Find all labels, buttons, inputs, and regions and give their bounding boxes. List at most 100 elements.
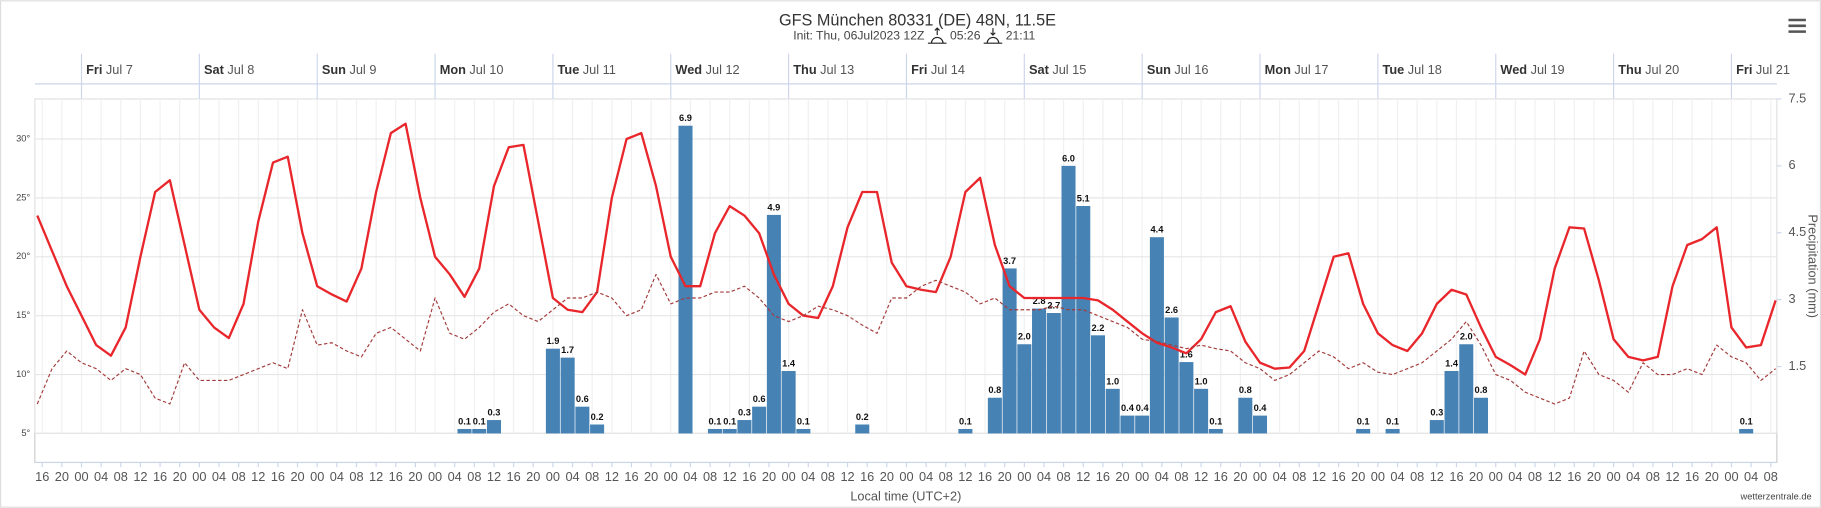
value-label: 1.9	[546, 336, 559, 346]
precip-bar	[1459, 344, 1474, 434]
day-weekday: Wed	[1500, 62, 1527, 77]
x-tick-label: 12	[369, 469, 383, 484]
precip-bar	[545, 348, 560, 434]
x-tick-label: 04	[448, 469, 462, 484]
menu-button[interactable]	[1788, 18, 1806, 33]
x-tick-label: 00	[664, 469, 678, 484]
value-label: 0.1	[709, 416, 722, 426]
value-label: 0.1	[797, 416, 810, 426]
precip-bar	[1208, 428, 1223, 434]
precip-bar	[1238, 397, 1253, 434]
value-label: 0.1	[1740, 416, 1753, 426]
value-label: 0.1	[1209, 416, 1222, 426]
day-date: Jul 17	[1294, 62, 1328, 77]
day-label: Fri Jul 7	[86, 62, 133, 77]
x-tick-label: 20	[1705, 469, 1719, 484]
precip-bar	[752, 406, 767, 434]
x-tick-label: 04	[1037, 469, 1051, 484]
x-tick-label: 16	[1567, 469, 1581, 484]
credit: wetterzentrale.de	[1740, 492, 1812, 502]
x-tick-label: 20	[408, 469, 422, 484]
x-tick-label: 04	[330, 469, 344, 484]
x-tick-label: 04	[801, 469, 815, 484]
x-tick-label: 00	[546, 469, 560, 484]
value-label: 0.6	[753, 394, 766, 404]
y-tick-label: 30°	[16, 133, 30, 143]
dashed-line	[36, 273, 1777, 405]
day-label: Fri Jul 14	[911, 62, 965, 77]
value-label: 0.3	[488, 408, 501, 418]
precip-bar	[1017, 344, 1032, 434]
precip-bar	[1385, 428, 1400, 434]
value-label: 4.9	[767, 202, 780, 212]
x-tick-label: 04	[565, 469, 579, 484]
precip-bar	[855, 424, 870, 434]
x-tick-label: 20	[880, 469, 894, 484]
x-tick-label: 16	[742, 469, 756, 484]
x-tick-label: 16	[389, 469, 403, 484]
day-date: Jul 18	[1408, 62, 1442, 77]
x-tick-label: 20	[55, 469, 69, 484]
x-tick-label: 00	[192, 469, 206, 484]
x-tick-label: 16	[1331, 469, 1345, 484]
value-label: 0.2	[591, 412, 604, 422]
sunrise-icon	[927, 27, 947, 44]
precip-bar	[457, 428, 472, 434]
value-label: 0.6	[576, 394, 589, 404]
precip-bar	[1076, 205, 1091, 434]
x-tick-label: 20	[1233, 469, 1247, 484]
x-tick-label: 00	[899, 469, 913, 484]
precip-bar	[1253, 415, 1268, 434]
x-tick-label: 08	[1057, 469, 1071, 484]
chart-title: GFS München 80331 (DE) 48N, 11.5E	[779, 11, 1056, 29]
day-label: Sun Jul 9	[322, 62, 377, 77]
day-weekday: Mon	[440, 62, 466, 77]
precip-bar	[486, 420, 501, 434]
x-tick-label: 20	[1351, 469, 1365, 484]
x-tick-label: 12	[840, 469, 854, 484]
day-label: Thu Jul 20	[1618, 62, 1679, 77]
day-date: Jul 13	[820, 62, 854, 77]
x-tick-label: 08	[1292, 469, 1306, 484]
precip-bar	[1149, 237, 1164, 434]
x-tick-label: 08	[1764, 469, 1778, 484]
day-date: Jul 21	[1756, 62, 1790, 77]
precip-bar	[1002, 268, 1017, 434]
value-label: 1.6	[1180, 350, 1193, 360]
x-tick-label: 12	[958, 469, 972, 484]
day-weekday: Mon	[1265, 62, 1291, 77]
x-axis-title: Local time (UTC+2)	[850, 489, 961, 504]
day-label: Fri Jul 21	[1736, 62, 1790, 77]
y-tick-label: 20°	[16, 251, 30, 261]
day-label: Mon Jul 17	[1265, 62, 1329, 77]
day-weekday: Wed	[675, 62, 702, 77]
precip-bar	[678, 125, 693, 434]
x-tick-label: 08	[1646, 469, 1660, 484]
value-label: 0.3	[738, 408, 751, 418]
x-tick-label: 08	[703, 469, 717, 484]
y2-axis-title: Precipitation (mm)	[1805, 214, 1820, 318]
value-label: 5.1	[1077, 193, 1090, 203]
x-tick-label: 16	[1449, 469, 1463, 484]
day-label: Tue Jul 11	[558, 62, 616, 77]
precip-bar	[958, 428, 973, 434]
value-label: 1.0	[1195, 376, 1208, 386]
value-label: 6.9	[679, 113, 692, 123]
x-tick-label: 08	[821, 469, 835, 484]
value-label: 0.1	[1357, 416, 1370, 426]
day-label: Sat Jul 15	[1029, 62, 1086, 77]
day-date: Jul 9	[349, 62, 376, 77]
x-tick-label: 00	[1135, 469, 1149, 484]
day-label: Thu Jul 13	[793, 62, 854, 77]
x-tick-label: 00	[1606, 469, 1620, 484]
x-tick-label: 04	[1273, 469, 1287, 484]
day-weekday: Fri	[911, 62, 927, 77]
x-tick-label: 00	[74, 469, 88, 484]
precip-bar	[472, 428, 487, 434]
day-weekday: Tue	[1383, 62, 1405, 77]
x-tick-label: 12	[133, 469, 147, 484]
value-label: 6.0	[1062, 153, 1075, 163]
day-label: Sat Jul 8	[204, 62, 254, 77]
x-tick-label: 16	[153, 469, 167, 484]
